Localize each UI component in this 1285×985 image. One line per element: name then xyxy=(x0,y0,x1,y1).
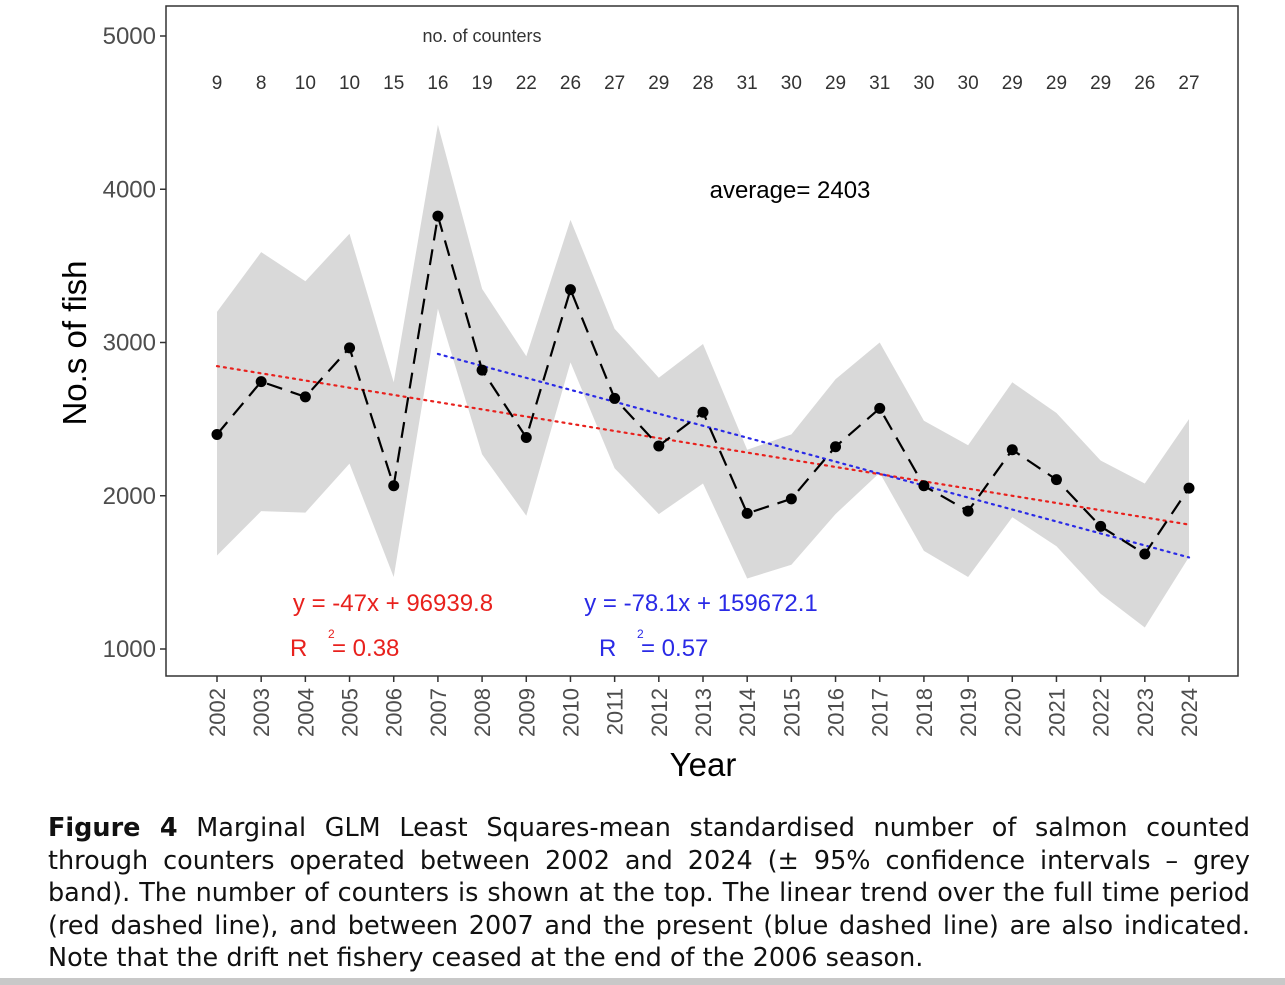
x-tick-label: 2009 xyxy=(514,688,539,737)
x-tick-label: 2010 xyxy=(558,688,583,737)
trend-r2-sup-blue: 2 xyxy=(637,627,644,641)
x-tick-label: 2005 xyxy=(338,688,363,737)
counter-value: 26 xyxy=(1134,73,1155,94)
data-point xyxy=(344,342,356,354)
data-point xyxy=(785,493,797,505)
counter-value: 30 xyxy=(958,73,979,94)
x-tick-label: 2008 xyxy=(470,688,495,737)
y-tick-label: 3000 xyxy=(103,330,156,357)
data-point xyxy=(432,210,444,222)
x-tick-label: 2020 xyxy=(1000,688,1025,737)
data-point xyxy=(1050,474,1062,486)
data-point xyxy=(874,402,886,414)
counters-label: no. of counters xyxy=(422,26,541,46)
caption-text: Marginal GLM Least Squares-mean standard… xyxy=(48,813,1251,973)
data-point xyxy=(211,428,223,440)
counter-value: 31 xyxy=(737,73,758,94)
data-point xyxy=(1095,520,1107,532)
counter-value: 27 xyxy=(604,73,625,94)
counter-value: 26 xyxy=(560,73,581,94)
bottom-rule xyxy=(0,978,1285,985)
counter-value: 29 xyxy=(825,73,846,94)
trend-equation-blue: y = -78.1x + 159672.1 xyxy=(584,590,818,617)
counter-value: 27 xyxy=(1178,73,1199,94)
x-tick-label: 2011 xyxy=(603,688,628,735)
data-point xyxy=(697,406,709,418)
x-tick-label: 2004 xyxy=(293,688,318,737)
trend-r2-value-blue: = 0.57 xyxy=(641,635,708,662)
trend-r2-sup-red: 2 xyxy=(328,627,335,641)
trend-equation-red: y = -47x + 96939.8 xyxy=(293,590,493,617)
counter-value: 30 xyxy=(781,73,802,94)
data-point xyxy=(962,505,974,517)
y-tick-label: 2000 xyxy=(103,483,156,510)
trend-line-red xyxy=(215,365,1191,526)
y-axis-title: No.s of fish xyxy=(56,260,93,425)
series xyxy=(211,210,1195,560)
data-point xyxy=(388,480,400,492)
data-point xyxy=(476,364,488,376)
counter-value: 29 xyxy=(1046,73,1067,94)
counter-value: 19 xyxy=(472,73,493,94)
counter-value: 16 xyxy=(427,73,448,94)
counter-value: 29 xyxy=(1090,73,1111,94)
x-tick-label: 2023 xyxy=(1133,688,1158,737)
x-tick-label: 2024 xyxy=(1177,688,1202,737)
figure-caption: Figure 4 Marginal GLM Least Squares-mean… xyxy=(48,812,1250,975)
x-axis-title: Year xyxy=(670,746,737,783)
data-point xyxy=(741,507,753,519)
counter-value: 31 xyxy=(869,73,890,94)
x-tick-label: 2003 xyxy=(249,688,274,737)
x-tick-label: 2021 xyxy=(1044,688,1069,737)
data-point xyxy=(609,392,621,404)
counter-value: 30 xyxy=(913,73,934,94)
counters-row: 9 8 10 10 15 16 19 22 26 27 29 28 31 30 29 31 30 30 29 29 29… xyxy=(212,73,1200,94)
counter-value: 9 xyxy=(212,73,223,94)
data-point xyxy=(299,391,311,403)
x-tick-label: 2022 xyxy=(1089,688,1114,737)
data-point xyxy=(1183,482,1195,494)
trend-r2-label-red: R xyxy=(290,635,307,662)
confidence-band xyxy=(217,124,1189,628)
data-point xyxy=(653,440,665,452)
counter-value: 10 xyxy=(339,73,360,94)
counter-value: 15 xyxy=(383,73,404,94)
data-point xyxy=(564,284,576,296)
x-tick-label: 2007 xyxy=(426,688,451,737)
trend-r2-label-blue: R xyxy=(599,635,616,662)
data-point xyxy=(1139,548,1151,560)
counter-value: 29 xyxy=(1002,73,1023,94)
confidence-band-area xyxy=(217,124,1189,628)
y-axis: 1000 2000 3000 4000 5000 xyxy=(103,23,166,663)
counter-value: 8 xyxy=(256,73,267,94)
x-tick-label: 2018 xyxy=(912,688,937,737)
x-tick-label: 2016 xyxy=(824,688,849,737)
average-label: average= 2403 xyxy=(710,177,871,204)
x-axis: 2002 2003 2004 2005 2006 2007 2008 2009 2010 2011… xyxy=(205,676,1202,737)
x-tick-label: 2002 xyxy=(205,688,230,737)
y-tick-label: 1000 xyxy=(103,636,156,663)
data-point xyxy=(918,480,930,492)
x-tick-label: 2006 xyxy=(382,688,407,737)
data-point xyxy=(830,441,842,453)
x-tick-label: 2015 xyxy=(779,688,804,737)
x-tick-label: 2017 xyxy=(868,688,893,737)
y-tick-label: 5000 xyxy=(103,23,156,50)
data-point xyxy=(255,376,267,388)
x-tick-label: 2013 xyxy=(691,688,716,737)
y-tick-label: 4000 xyxy=(103,176,156,203)
trend-r2-value-red: = 0.38 xyxy=(332,635,399,662)
trend-lines xyxy=(215,352,1191,559)
counter-value: 28 xyxy=(692,73,713,94)
counter-value: 29 xyxy=(648,73,669,94)
data-point xyxy=(520,432,532,444)
x-tick-label: 2012 xyxy=(647,688,672,737)
x-tick-label: 2019 xyxy=(956,688,981,737)
caption-label: Figure 4 xyxy=(48,813,178,843)
data-point xyxy=(1006,444,1018,456)
x-tick-label: 2014 xyxy=(735,688,760,737)
counter-value: 22 xyxy=(516,73,537,94)
counter-value: 10 xyxy=(295,73,316,94)
